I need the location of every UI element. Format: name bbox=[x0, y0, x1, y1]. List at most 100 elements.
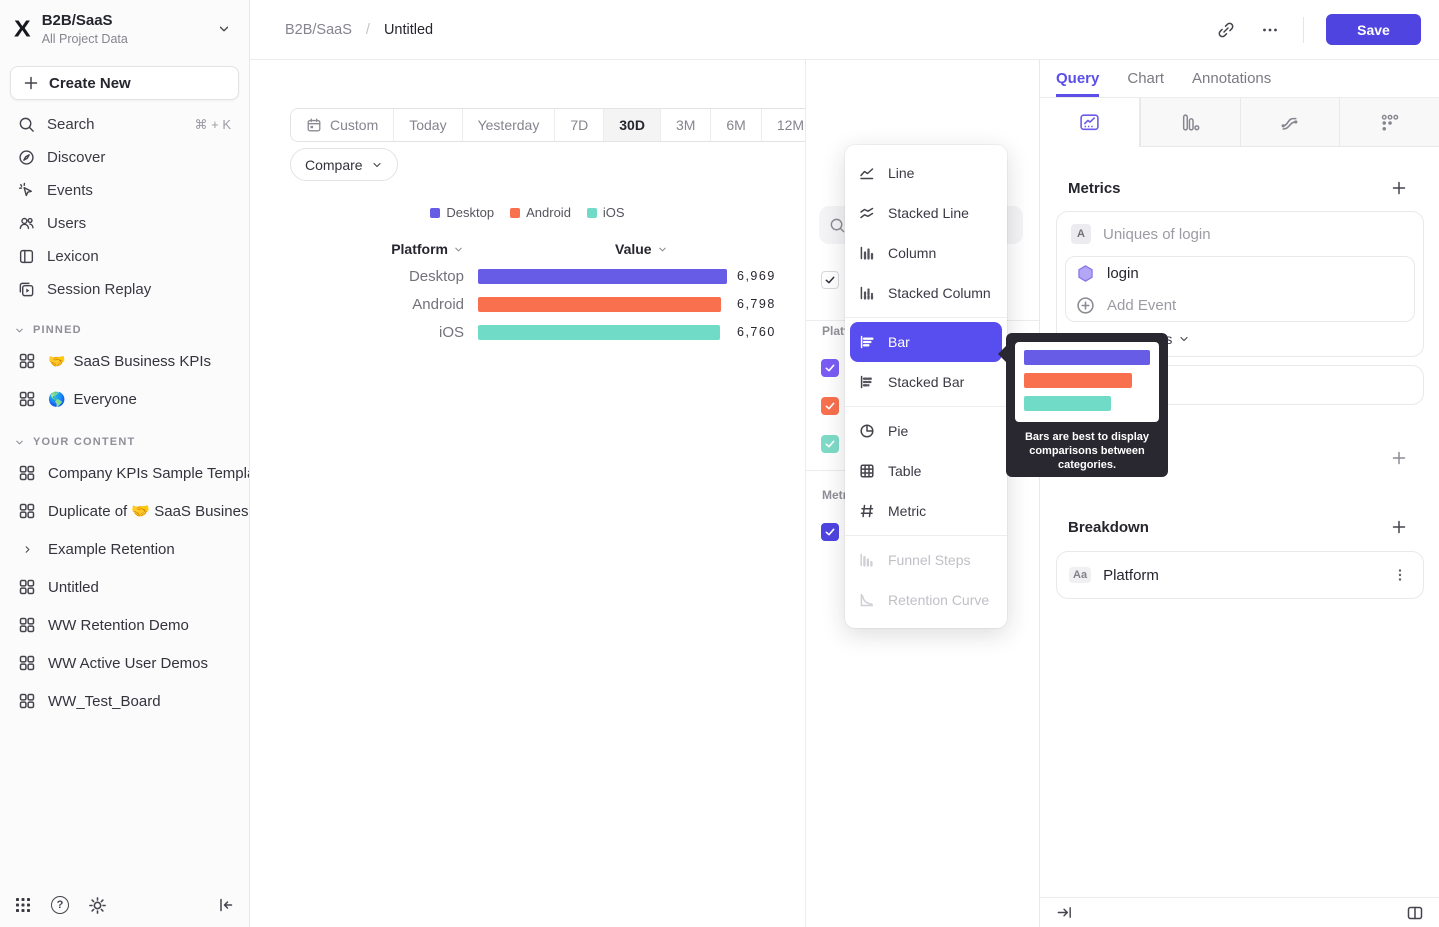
event-row-login[interactable]: login bbox=[1066, 257, 1414, 289]
split-view-icon[interactable] bbox=[1404, 902, 1426, 924]
select-all-checkbox[interactable] bbox=[821, 271, 839, 289]
apps-grid-icon[interactable] bbox=[12, 894, 34, 916]
your-content-section-header[interactable]: YOUR CONTENT bbox=[0, 418, 249, 454]
date-range-yesterday[interactable]: Yesterday bbox=[461, 109, 555, 141]
tab-annotations[interactable]: Annotations bbox=[1192, 70, 1272, 87]
date-range-3m[interactable]: 3M bbox=[659, 109, 711, 141]
table-icon bbox=[859, 463, 875, 479]
board-item-untitled[interactable]: Untitled bbox=[0, 568, 249, 606]
gear-icon[interactable] bbox=[86, 894, 108, 916]
chart-legend: Desktop Android iOS bbox=[250, 205, 805, 220]
sort-chevron-icon bbox=[453, 244, 464, 255]
tab-flows[interactable] bbox=[1239, 98, 1340, 147]
menu-item-stacked-column[interactable]: Stacked Column bbox=[845, 273, 1007, 313]
project-switcher[interactable]: X B2B/SaaS All Project Data bbox=[0, 0, 249, 56]
legend-item-android[interactable]: Android bbox=[510, 205, 571, 220]
help-icon[interactable]: ? bbox=[49, 894, 71, 916]
tab-insights[interactable] bbox=[1040, 98, 1140, 147]
create-new-button[interactable]: Create New bbox=[10, 66, 239, 100]
compare-button[interactable]: Compare bbox=[290, 148, 398, 181]
breakdown-card[interactable]: Aa Platform bbox=[1056, 551, 1424, 599]
chevron-down-icon bbox=[213, 18, 235, 40]
board-item-company-kpis[interactable]: Company KPIs Sample Templat bbox=[0, 454, 249, 492]
bar-ios[interactable] bbox=[478, 324, 720, 340]
menu-item-stacked-bar[interactable]: Stacked Bar bbox=[845, 362, 1007, 402]
board-item-ww-retention-demo[interactable]: WW Retention Demo bbox=[0, 606, 249, 644]
menu-item-retention-curve: Retention Curve bbox=[845, 580, 1007, 620]
bar-row-ios: iOS 6,760 bbox=[438, 323, 776, 341]
more-options-icon[interactable] bbox=[1259, 19, 1281, 41]
breadcrumb-project[interactable]: B2B/SaaS bbox=[285, 21, 352, 38]
menu-item-bar[interactable]: Bar bbox=[850, 322, 1002, 362]
sidebar-item-lexicon[interactable]: Lexicon bbox=[0, 240, 249, 273]
tab-chart[interactable]: Chart bbox=[1127, 70, 1165, 87]
date-range-30d[interactable]: 30D bbox=[603, 109, 660, 141]
copy-link-icon[interactable] bbox=[1215, 19, 1237, 41]
metric-summary-row[interactable]: A Uniques of login bbox=[1057, 212, 1423, 256]
date-range-6m[interactable]: 6M bbox=[710, 109, 761, 141]
add-event-row[interactable]: Add Event bbox=[1066, 289, 1414, 321]
add-metric-icon[interactable] bbox=[1391, 180, 1407, 196]
bar-value: 6,969 bbox=[737, 269, 776, 283]
tab-retention[interactable] bbox=[1339, 98, 1439, 147]
chevron-down-icon bbox=[1178, 333, 1190, 345]
bar-android[interactable] bbox=[478, 296, 721, 312]
collapse-sidebar-icon[interactable] bbox=[215, 894, 237, 916]
board-icon bbox=[18, 352, 36, 370]
sidebar-item-events[interactable]: Events bbox=[0, 174, 249, 207]
legend-swatch bbox=[586, 207, 597, 218]
series-checkbox-metric[interactable] bbox=[821, 523, 839, 541]
board-item-example-retention[interactable]: Example Retention bbox=[0, 530, 249, 568]
bar-value: 6,798 bbox=[737, 297, 776, 311]
column-header-platform[interactable]: Platform bbox=[250, 241, 478, 257]
top-header: B2B/SaaS / Untitled Save bbox=[250, 0, 1439, 60]
series-checkbox-android[interactable] bbox=[821, 397, 839, 415]
menu-item-line[interactable]: Line bbox=[845, 153, 1007, 193]
add-filter-icon[interactable] bbox=[1391, 450, 1407, 466]
board-item-duplicate-saas[interactable]: Duplicate of 🤝 SaaS Business bbox=[0, 492, 249, 530]
metric-letter-badge: A bbox=[1071, 224, 1091, 244]
sidebar-item-users[interactable]: Users bbox=[0, 207, 249, 240]
series-checkbox-ios[interactable] bbox=[821, 435, 839, 453]
sidebar-item-search[interactable]: Search ⌘ + K bbox=[0, 108, 249, 141]
events-icon bbox=[18, 182, 35, 199]
menu-item-metric[interactable]: Metric bbox=[845, 491, 1007, 531]
board-item-everyone[interactable]: 🌎 Everyone bbox=[0, 380, 249, 418]
board-item-saas-business-kpis[interactable]: 🤝 SaaS Business KPIs bbox=[0, 342, 249, 380]
series-checkbox-desktop[interactable] bbox=[821, 359, 839, 377]
sidebar-item-discover[interactable]: Discover bbox=[0, 141, 249, 174]
tab-query[interactable]: Query bbox=[1056, 60, 1100, 97]
kebab-menu-icon[interactable] bbox=[1389, 564, 1411, 586]
project-name: B2B/SaaS bbox=[41, 12, 113, 29]
bar-desktop[interactable] bbox=[478, 268, 727, 284]
breakdown-property: Platform bbox=[1103, 566, 1159, 584]
menu-item-pie[interactable]: Pie bbox=[845, 411, 1007, 451]
date-range-custom[interactable]: Custom bbox=[291, 109, 394, 141]
pie-chart-icon bbox=[859, 423, 875, 439]
legend-item-desktop[interactable]: Desktop bbox=[430, 205, 494, 220]
add-breakdown-icon[interactable] bbox=[1391, 519, 1407, 535]
sidebar-item-session-replay[interactable]: Session Replay bbox=[0, 273, 249, 306]
stacked-line-chart-icon bbox=[859, 205, 875, 221]
board-item-ww-active-user-demos[interactable]: WW Active User Demos bbox=[0, 644, 249, 682]
chart-type-menu: Line Stacked Line Column Stacked Column … bbox=[845, 145, 1007, 628]
line-chart-icon bbox=[859, 165, 875, 181]
collapse-panel-icon[interactable] bbox=[1053, 902, 1075, 924]
breadcrumb-page[interactable]: Untitled bbox=[383, 21, 434, 38]
circle-plus-icon bbox=[1076, 296, 1095, 315]
menu-item-table[interactable]: Table bbox=[845, 451, 1007, 491]
save-button[interactable]: Save bbox=[1326, 14, 1421, 45]
legend-item-ios[interactable]: iOS bbox=[586, 205, 625, 220]
tab-funnels[interactable] bbox=[1139, 98, 1240, 147]
sidebar-footer: ? bbox=[0, 883, 249, 927]
date-range-today[interactable]: Today bbox=[393, 109, 462, 141]
menu-item-stacked-line[interactable]: Stacked Line bbox=[845, 193, 1007, 233]
lexicon-icon bbox=[18, 248, 35, 265]
board-item-ww-test-board[interactable]: WW_Test_Board bbox=[0, 682, 249, 720]
stacked-bar-chart-icon bbox=[859, 374, 875, 390]
column-header-value[interactable]: Value bbox=[615, 241, 668, 257]
menu-item-column[interactable]: Column bbox=[845, 233, 1007, 273]
bar-chart-tooltip: Bars are best to display comparisons bet… bbox=[998, 333, 1168, 477]
pinned-section-header[interactable]: PINNED bbox=[0, 306, 249, 342]
date-range-7d[interactable]: 7D bbox=[554, 109, 604, 141]
